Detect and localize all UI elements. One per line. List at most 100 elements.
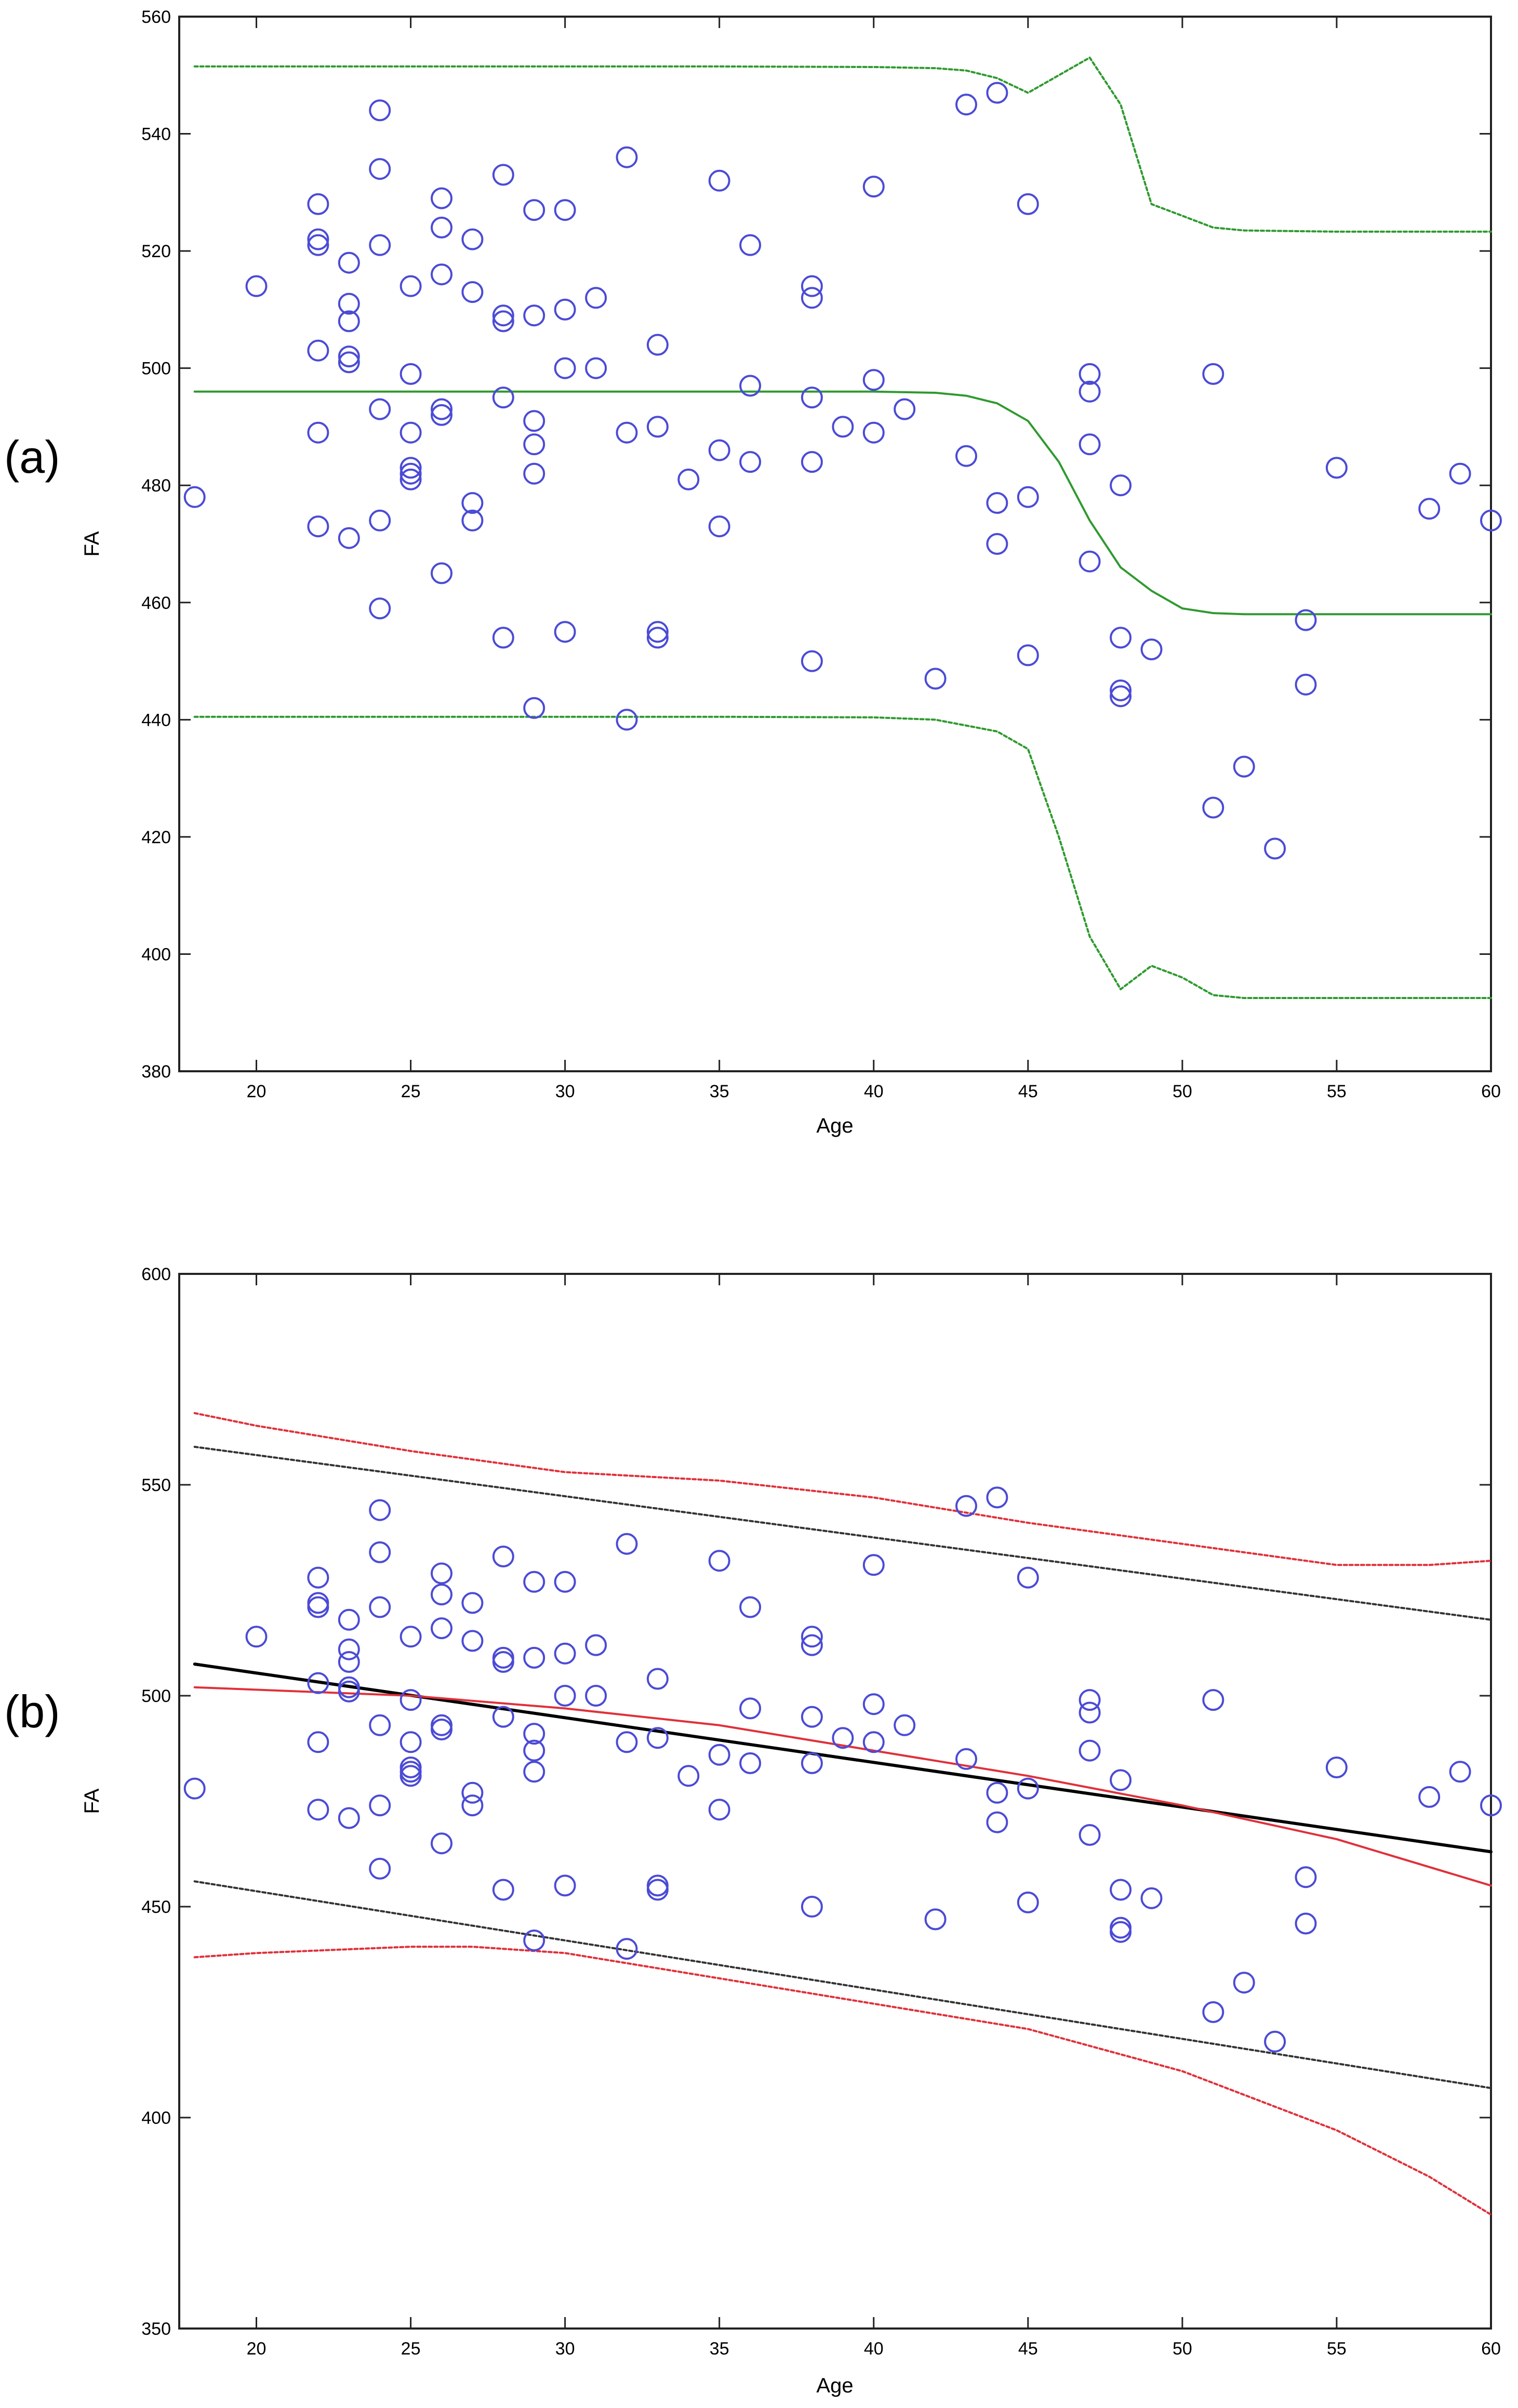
data-point: [523, 199, 545, 221]
data-point: [338, 251, 360, 274]
data-point: [307, 234, 329, 256]
data-point: [461, 1794, 484, 1817]
data-point: [616, 1533, 638, 1555]
data-point: [616, 1938, 638, 1960]
panel-b-points: [183, 1486, 1502, 2053]
data-point: [400, 421, 422, 444]
data-point: [1110, 474, 1132, 497]
data-point: [307, 339, 329, 362]
data-point: [369, 597, 391, 620]
series-red-fit-line: [193, 1686, 1492, 1887]
data-point: [523, 1761, 545, 1783]
series-center-line: [193, 390, 1492, 616]
data-point: [431, 1832, 452, 1855]
data-point: [431, 562, 452, 584]
data-point: [492, 387, 514, 409]
data-point: [616, 1731, 638, 1753]
data-point: [492, 1546, 514, 1567]
data-point: [739, 375, 762, 397]
data-point: [862, 369, 885, 391]
data-point: [955, 94, 977, 116]
panel-b: (b) 20 25 30 35 40 45 50 55 60 350 400 450 500 550 600…: [4, 1265, 1502, 2397]
data-point: [523, 1571, 545, 1593]
data-point: [400, 1765, 422, 1787]
data-point: [801, 1626, 823, 1648]
y-tick-label: 400: [141, 944, 171, 964]
data-point: [801, 275, 823, 297]
data-point: [862, 1731, 885, 1753]
data-point: [369, 1596, 391, 1618]
data-point: [1078, 363, 1101, 385]
data-point: [1233, 1972, 1255, 1994]
x-tick-label: 25: [401, 1082, 421, 1101]
data-point: [307, 421, 329, 444]
panel-a-x-axis-label: Age: [816, 1114, 853, 1137]
panel-a-label: (a): [4, 431, 60, 483]
y-tick-label: 500: [141, 359, 171, 379]
data-point: [1017, 193, 1039, 215]
data-point: [1017, 644, 1039, 667]
data-point: [1202, 2001, 1224, 2023]
data-point: [307, 228, 329, 250]
data-point: [431, 217, 452, 238]
panel-a-y-axis-label: FA: [81, 531, 103, 556]
panel-b-label: (b): [4, 1686, 60, 1737]
data-point: [1295, 1866, 1317, 1888]
panel-a: (a) 20 25 30 35 40 45 50 55 60 380 400 420 440 460 480…: [4, 7, 1502, 1137]
data-point: [1078, 380, 1101, 403]
x-tick-label: 30: [555, 1082, 575, 1101]
data-point: [646, 334, 669, 356]
panel-a-plot-frame: [178, 16, 1492, 1072]
data-point: [646, 1727, 669, 1749]
data-point: [646, 1879, 669, 1901]
data-point: [955, 445, 977, 467]
data-point: [646, 416, 669, 438]
x-tick-label: 60: [1481, 2339, 1501, 2359]
x-tick-label: 40: [864, 1082, 884, 1101]
data-point: [523, 410, 545, 432]
data-point: [1202, 363, 1224, 385]
data-point: [554, 1642, 576, 1665]
data-point: [801, 287, 823, 309]
data-point: [307, 1596, 329, 1618]
data-point: [554, 1571, 576, 1593]
data-point: [616, 421, 638, 444]
panel-b-plot-frame: [178, 1273, 1492, 2330]
data-point: [431, 404, 452, 426]
y-tick-label: 460: [141, 593, 171, 613]
data-point: [245, 275, 268, 297]
data-point: [801, 1634, 823, 1656]
data-point: [1202, 1689, 1224, 1711]
data-point: [338, 351, 360, 374]
data-point: [369, 99, 391, 122]
data-point: [369, 1541, 391, 1563]
data-point: [708, 439, 730, 461]
data-point: [338, 527, 360, 549]
x-tick-label: 25: [401, 2339, 421, 2359]
data-point: [1140, 638, 1163, 660]
data-point: [1017, 1777, 1039, 1800]
data-point: [585, 1685, 607, 1707]
y-tick-label: 350: [141, 2319, 171, 2339]
data-point: [492, 164, 514, 186]
data-point: [492, 1879, 514, 1901]
data-point: [492, 304, 514, 327]
data-point: [1017, 1891, 1039, 1913]
data-point: [616, 709, 638, 731]
data-point: [1110, 679, 1132, 701]
data-point: [554, 357, 576, 379]
data-point: [832, 416, 854, 438]
y-tick-label: 520: [141, 242, 171, 261]
data-point: [307, 193, 329, 215]
data-point: [523, 1646, 545, 1669]
data-point: [585, 1634, 607, 1656]
data-point: [708, 1550, 730, 1572]
data-point: [338, 1608, 360, 1631]
data-point: [801, 387, 823, 409]
data-point: [369, 398, 391, 420]
series-dark-lower-line: [193, 1880, 1492, 2090]
series-upper-bound-line: [193, 56, 1492, 233]
data-point: [369, 509, 391, 531]
data-point: [986, 1486, 1008, 1509]
